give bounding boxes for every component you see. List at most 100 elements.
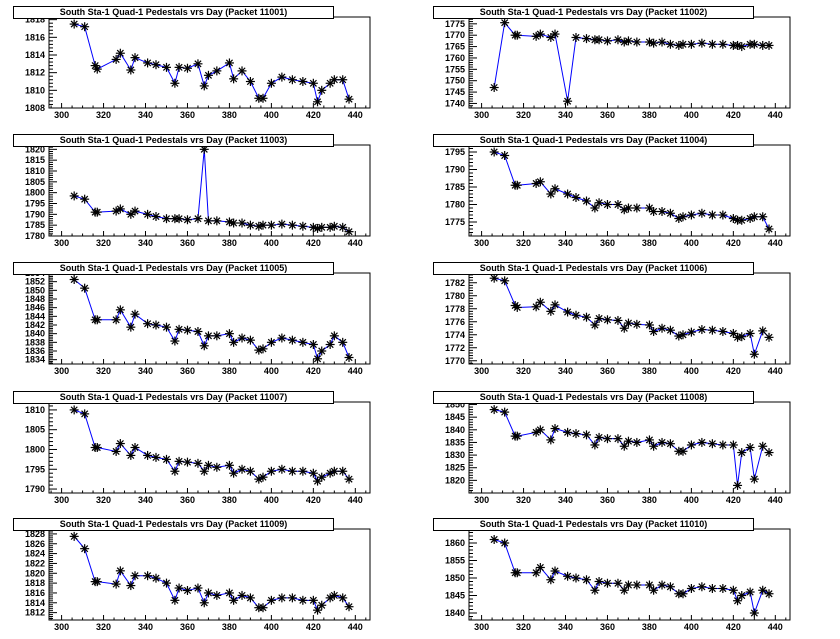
data-point xyxy=(707,210,717,220)
y-tick-label: 1770 xyxy=(445,30,465,40)
data-point xyxy=(590,203,600,213)
data-point xyxy=(199,598,209,608)
y-tick-label: 1810 xyxy=(25,166,45,176)
data-point xyxy=(535,177,545,187)
data-point xyxy=(174,456,184,466)
data-point xyxy=(143,571,153,581)
data-point xyxy=(489,405,499,415)
y-tick-label: 1840 xyxy=(445,425,465,435)
data-point xyxy=(229,595,239,605)
x-tick-label: 400 xyxy=(264,110,279,120)
data-point xyxy=(546,575,556,585)
y-tick-label: 1778 xyxy=(445,304,465,314)
data-point xyxy=(329,590,339,600)
data-point xyxy=(80,409,90,419)
data-point xyxy=(594,314,604,323)
y-tick-label: 1845 xyxy=(445,412,465,422)
y-tick-label: 1850 xyxy=(445,573,465,583)
x-tick-label: 440 xyxy=(348,110,363,120)
data-point xyxy=(718,210,728,220)
data-point xyxy=(535,297,545,307)
data-point xyxy=(749,474,759,484)
data-point xyxy=(718,39,728,49)
y-tick-label: 1774 xyxy=(445,330,465,340)
data-point xyxy=(80,544,90,554)
data-point xyxy=(535,425,545,435)
data-point xyxy=(182,215,192,225)
x-tick-label: 420 xyxy=(726,366,741,376)
data-point xyxy=(737,215,747,225)
data-point xyxy=(707,325,717,335)
data-point xyxy=(317,85,327,95)
data-point xyxy=(266,220,276,230)
chart-title: South Sta-1 Quad-1 Pedestals vrs Day (Pa… xyxy=(433,262,754,275)
data-point xyxy=(203,216,213,226)
data-point xyxy=(590,585,600,595)
data-point xyxy=(665,39,675,49)
y-tick-label: 1745 xyxy=(445,87,465,97)
data-point xyxy=(329,466,339,476)
x-tick-label: 440 xyxy=(348,366,363,376)
x-tick-label: 300 xyxy=(54,110,69,120)
data-point xyxy=(563,307,573,317)
data-point xyxy=(92,315,102,325)
data-point xyxy=(266,466,276,476)
data-point xyxy=(258,220,268,230)
data-point xyxy=(224,460,234,470)
data-point xyxy=(182,325,192,335)
x-tick-label: 440 xyxy=(768,622,783,632)
data-point xyxy=(174,583,184,593)
x-tick-label: 380 xyxy=(642,366,657,376)
data-point xyxy=(313,97,323,107)
data-point xyxy=(489,83,499,93)
data-point xyxy=(151,60,161,70)
data-point xyxy=(581,312,591,322)
y-tick-label: 1814 xyxy=(25,50,45,60)
y-tick-label: 1805 xyxy=(25,177,45,187)
data-point xyxy=(229,468,239,478)
y-tick-label: 1846 xyxy=(25,303,45,313)
x-tick-label: 420 xyxy=(306,622,321,632)
x-tick-label: 440 xyxy=(348,238,363,248)
data-point xyxy=(489,147,499,157)
data-point xyxy=(126,581,136,591)
x-tick-label: 300 xyxy=(54,238,69,248)
y-tick-label: 1750 xyxy=(445,76,465,86)
data-point xyxy=(602,578,612,588)
data-point xyxy=(632,437,642,447)
data-point xyxy=(80,194,90,204)
data-point xyxy=(212,331,222,341)
data-point xyxy=(174,62,184,72)
y-tick-label: 1785 xyxy=(25,220,45,230)
data-point xyxy=(632,580,642,590)
plot-area: 300 320 340 360 380 400 420 440 1820 1825 1830 1835… xyxy=(445,400,791,505)
y-tick-label: 1755 xyxy=(445,64,465,74)
data-point xyxy=(512,180,522,190)
data-point xyxy=(258,603,268,613)
data-point xyxy=(546,189,556,199)
data-point xyxy=(697,208,707,218)
data-point xyxy=(287,466,297,476)
data-point xyxy=(287,335,297,345)
data-point xyxy=(749,349,759,359)
x-tick-label: 440 xyxy=(768,366,783,376)
data-point xyxy=(229,337,239,347)
x-tick-label: 340 xyxy=(138,366,153,376)
data-point xyxy=(602,315,612,325)
x-tick-label: 300 xyxy=(474,622,489,632)
x-tick-label: 440 xyxy=(768,110,783,120)
y-tick-label: 1776 xyxy=(445,317,465,327)
data-point xyxy=(151,452,161,462)
data-point xyxy=(758,441,768,451)
data-point xyxy=(718,584,728,593)
data-point xyxy=(613,434,623,444)
data-point xyxy=(764,40,774,50)
data-point xyxy=(665,325,675,335)
data-point xyxy=(657,323,667,333)
data-point xyxy=(590,440,600,450)
data-point xyxy=(632,203,642,213)
chart-title: South Sta-1 Quad-1 Pedestals vrs Day (Pa… xyxy=(433,6,754,19)
y-tick-label: 1830 xyxy=(445,450,465,460)
y-tick-label: 1790 xyxy=(445,165,465,175)
plot-frame xyxy=(468,528,791,621)
